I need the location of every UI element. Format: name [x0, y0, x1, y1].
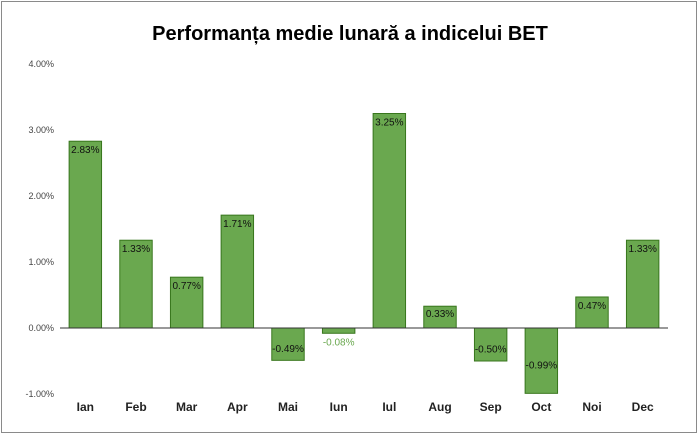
y-tick-label: 4.00% [28, 59, 54, 69]
y-tick-label: 1.00% [28, 257, 54, 267]
bar-sep [473, 327, 508, 362]
bar-apr [220, 214, 255, 329]
data-label: -0.99% [525, 361, 557, 372]
y-axis: -1.00% 0.00% 1.00% 2.00% 3.00% 4.00% [25, 59, 54, 399]
x-tick-label: Noi [582, 400, 601, 414]
data-label: 0.77% [172, 281, 200, 292]
x-tick-label: Ian [77, 400, 94, 414]
x-tick-label: Dec [632, 400, 654, 414]
x-tick-label: Mai [278, 400, 298, 414]
x-tick-label: Feb [125, 400, 146, 414]
data-label: -0.50% [475, 345, 507, 356]
x-tick-label: Iul [382, 400, 396, 414]
bar-iun [321, 327, 356, 334]
x-tick-label: Sep [480, 400, 502, 414]
data-label: -0.08% [323, 337, 355, 348]
bar-oct [524, 327, 559, 394]
data-label: 2.83% [71, 145, 99, 156]
y-tick-label: 0.00% [28, 323, 54, 333]
x-tick-label: Iun [330, 400, 348, 414]
bars: 2.83% 1.33% 0.77% 1.71% -0.49% -0.08% 3.25% 0.3… [68, 113, 660, 394]
chart-title: Performanța medie lunară a indicelui BET [152, 23, 548, 45]
y-tick-label: 2.00% [28, 191, 54, 201]
data-label: 1.71% [223, 219, 251, 230]
bar-ian [68, 140, 103, 329]
x-tick-label: Aug [428, 400, 451, 414]
y-tick-label: 3.00% [28, 125, 54, 135]
y-tick-label: -1.00% [25, 389, 54, 399]
bar-iul [372, 113, 407, 329]
bar-feb [119, 239, 153, 329]
data-label: 0.47% [578, 301, 606, 312]
bar-dec [625, 239, 660, 329]
x-tick-label: Oct [531, 400, 551, 414]
data-label: 1.33% [122, 244, 150, 255]
bar-mar [169, 276, 204, 329]
data-label: 3.25% [375, 118, 403, 129]
x-axis: Ian Feb Mar Apr Mai Iun Iul Aug Sep Oct Noi Dec [60, 327, 668, 414]
data-label: 0.33% [426, 309, 454, 320]
data-label: -0.49% [272, 344, 304, 355]
x-tick-label: Mar [176, 400, 198, 414]
x-tick-label: Apr [227, 400, 248, 414]
data-label: 1.33% [628, 244, 656, 255]
